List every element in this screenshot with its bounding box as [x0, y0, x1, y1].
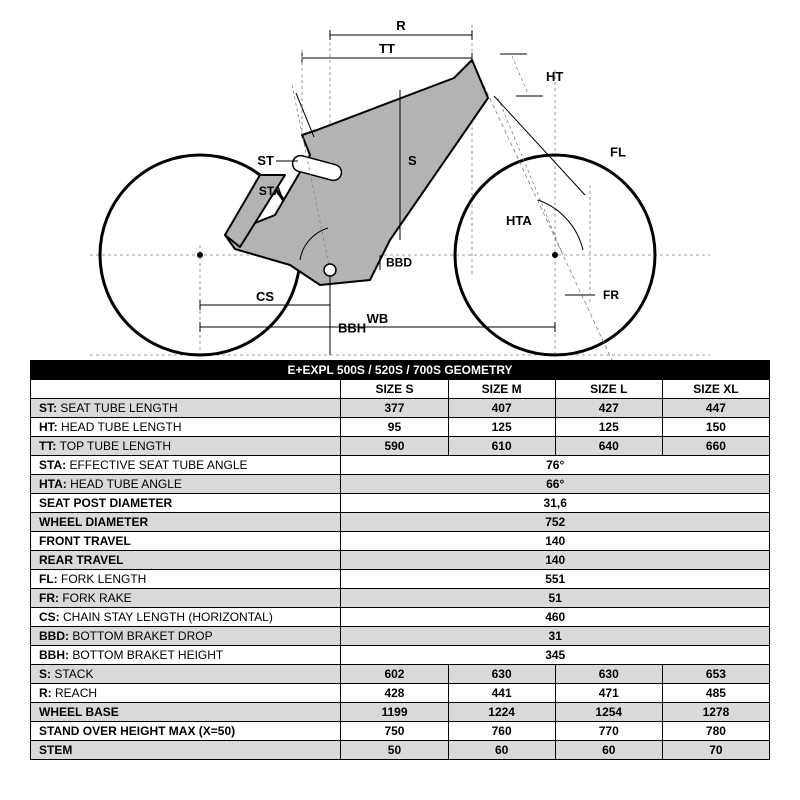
- row-1-val-3: 150: [662, 418, 769, 437]
- svg-text:HTA: HTA: [506, 213, 532, 228]
- row-2-val-2: 640: [555, 437, 662, 456]
- svg-text:CS: CS: [256, 289, 274, 304]
- svg-text:TT: TT: [379, 41, 395, 56]
- row-16-val-3: 1278: [662, 703, 769, 722]
- row-label-6: WHEEL DIAMETER: [31, 513, 341, 532]
- svg-text:BBD: BBD: [386, 256, 412, 270]
- bike-geometry-diagram: HT RTT S ST STA HTA FL FR BBD CS WBBBH: [0, 0, 800, 360]
- size-col-2: SIZE L: [555, 380, 662, 399]
- row-label-15: R: REACH: [31, 684, 341, 703]
- row-label-13: BBH: BOTTOM BRAKET HEIGHT: [31, 646, 341, 665]
- row-0-val-0: 377: [341, 399, 448, 418]
- row-label-12: BBD: BOTTOM BRAKET DROP: [31, 627, 341, 646]
- row-label-18: STEM: [31, 741, 341, 760]
- row-15-val-2: 471: [555, 684, 662, 703]
- row-17-val-2: 770: [555, 722, 662, 741]
- row-16-val-1: 1224: [448, 703, 555, 722]
- size-col-3: SIZE XL: [662, 380, 769, 399]
- row-18-val-3: 70: [662, 741, 769, 760]
- row-value-5: 31,6: [341, 494, 770, 513]
- row-0-val-2: 427: [555, 399, 662, 418]
- size-col-1: SIZE M: [448, 380, 555, 399]
- row-label-14: S: STACK: [31, 665, 341, 684]
- geometry-table-container: E+EXPL 500S / 520S / 700S GEOMETRYSIZE S…: [30, 360, 770, 760]
- row-17-val-3: 780: [662, 722, 769, 741]
- diagram-svg: HT RTT S ST STA HTA FL FR BBD CS WBBBH: [0, 0, 800, 360]
- row-15-val-1: 441: [448, 684, 555, 703]
- row-2-val-0: 590: [341, 437, 448, 456]
- row-15-val-0: 428: [341, 684, 448, 703]
- row-value-7: 140: [341, 532, 770, 551]
- row-18-val-1: 60: [448, 741, 555, 760]
- row-14-val-1: 630: [448, 665, 555, 684]
- svg-text:FR: FR: [603, 288, 619, 302]
- row-16-val-0: 1199: [341, 703, 448, 722]
- svg-text:STA: STA: [259, 184, 282, 198]
- row-17-val-1: 760: [448, 722, 555, 741]
- row-1-val-0: 95: [341, 418, 448, 437]
- row-label-9: FL: FORK LENGTH: [31, 570, 341, 589]
- row-2-val-3: 660: [662, 437, 769, 456]
- size-col-0: SIZE S: [341, 380, 448, 399]
- table-title: E+EXPL 500S / 520S / 700S GEOMETRY: [31, 361, 770, 380]
- row-value-4: 66°: [341, 475, 770, 494]
- row-0-val-1: 407: [448, 399, 555, 418]
- row-16-val-2: 1254: [555, 703, 662, 722]
- row-label-8: REAR TRAVEL: [31, 551, 341, 570]
- row-label-11: CS: CHAIN STAY LENGTH (HORIZONTAL): [31, 608, 341, 627]
- row-0-val-3: 447: [662, 399, 769, 418]
- row-17-val-0: 750: [341, 722, 448, 741]
- row-label-17: STAND OVER HEIGHT MAX (X=50): [31, 722, 341, 741]
- row-label-16: WHEEL BASE: [31, 703, 341, 722]
- svg-text:R: R: [396, 18, 406, 33]
- row-18-val-2: 60: [555, 741, 662, 760]
- row-18-val-0: 50: [341, 741, 448, 760]
- row-2-val-1: 610: [448, 437, 555, 456]
- row-14-val-3: 653: [662, 665, 769, 684]
- row-value-13: 345: [341, 646, 770, 665]
- svg-text:S: S: [408, 153, 417, 168]
- row-value-12: 31: [341, 627, 770, 646]
- row-label-4: HTA: HEAD TUBE ANGLE: [31, 475, 341, 494]
- svg-text:HT: HT: [546, 69, 563, 84]
- row-value-10: 51: [341, 589, 770, 608]
- row-value-6: 752: [341, 513, 770, 532]
- svg-text:WB: WB: [367, 311, 389, 326]
- row-label-5: SEAT POST DIAMETER: [31, 494, 341, 513]
- row-1-val-2: 125: [555, 418, 662, 437]
- row-1-val-1: 125: [448, 418, 555, 437]
- svg-text:FL: FL: [610, 145, 626, 160]
- row-14-val-0: 602: [341, 665, 448, 684]
- row-14-val-2: 630: [555, 665, 662, 684]
- col-header-blank: [31, 380, 341, 399]
- row-label-2: TT: TOP TUBE LENGTH: [31, 437, 341, 456]
- row-value-3: 76°: [341, 456, 770, 475]
- row-label-3: STA: EFFECTIVE SEAT TUBE ANGLE: [31, 456, 341, 475]
- row-label-1: HT: HEAD TUBE LENGTH: [31, 418, 341, 437]
- row-value-9: 551: [341, 570, 770, 589]
- row-15-val-3: 485: [662, 684, 769, 703]
- svg-text:ST: ST: [257, 153, 274, 168]
- row-label-7: FRONT TRAVEL: [31, 532, 341, 551]
- row-value-8: 140: [341, 551, 770, 570]
- row-label-10: FR: FORK RAKE: [31, 589, 341, 608]
- svg-text:BBH: BBH: [338, 321, 366, 336]
- row-label-0: ST: SEAT TUBE LENGTH: [31, 399, 341, 418]
- row-value-11: 460: [341, 608, 770, 627]
- geometry-table: E+EXPL 500S / 520S / 700S GEOMETRYSIZE S…: [30, 360, 770, 760]
